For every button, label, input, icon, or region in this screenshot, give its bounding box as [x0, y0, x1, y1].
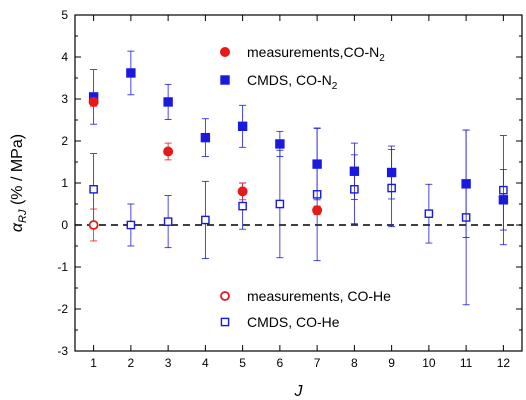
- data-point: [163, 97, 173, 107]
- data-point: [200, 132, 211, 143]
- data-point: [349, 166, 360, 176]
- y-axis-title-subscript: RJ: [17, 209, 29, 223]
- data-point: [88, 220, 99, 230]
- legend-label-subscript: 2: [332, 81, 338, 92]
- x-tick-label: 10: [422, 356, 436, 370]
- x-tick-label: 7: [314, 356, 321, 370]
- x-tick-label: 3: [165, 356, 172, 370]
- data-point: [461, 179, 471, 189]
- y-tick-label: 4: [61, 50, 68, 64]
- y-tick-label: 2: [61, 134, 68, 148]
- data-point: [498, 195, 509, 205]
- y-axis-title-units: (% / MPa): [9, 134, 26, 210]
- legend-marker: [220, 317, 230, 327]
- y-tick-label: -3: [57, 344, 68, 358]
- data-point: [238, 201, 247, 211]
- series-filled-circle: [88, 96, 323, 216]
- data-point: [201, 215, 210, 225]
- y-tick-label: -1: [57, 260, 68, 274]
- legend-label: measurements, CO-He: [247, 288, 391, 304]
- x-axis: 1 2 3 4 5 6 7 8 9 10 11 12: [90, 15, 510, 370]
- x-axis-title: J: [294, 383, 304, 400]
- y-tick-label: -2: [57, 302, 68, 316]
- data-point: [163, 146, 174, 157]
- data-point: [275, 139, 285, 149]
- data-point: [312, 205, 323, 216]
- x-tick-label: 12: [497, 356, 511, 370]
- y-axis-title-main: α: [9, 222, 26, 232]
- y-axis-title: αRJ (% / MPa): [9, 134, 29, 232]
- y-tick-label: 1: [61, 176, 68, 190]
- data-point: [386, 167, 397, 178]
- x-tick-label: 2: [128, 356, 135, 370]
- data-point: [424, 209, 434, 218]
- x-tick-label: 1: [90, 356, 97, 370]
- x-tick-label: 6: [277, 356, 284, 370]
- legend-marker: [220, 75, 230, 85]
- y-tick-label: 0: [61, 218, 68, 232]
- legend-label: CMDS, CO-N2: [247, 72, 338, 92]
- x-tick-label: 8: [351, 356, 358, 370]
- data-point: [312, 159, 322, 169]
- legend-marker: [220, 291, 230, 301]
- y-tick-label: 3: [61, 92, 68, 106]
- x-tick-label: 9: [388, 356, 395, 370]
- legend-label-main: CMDS, CO-N: [247, 72, 332, 88]
- x-tick-label: 11: [460, 356, 473, 370]
- y-tick-label: 5: [61, 8, 68, 22]
- series-open-square: [89, 127, 508, 306]
- legend-label: measurements,CO-N2: [247, 44, 385, 64]
- series-filled-square: [88, 50, 509, 239]
- legend-marker: [220, 47, 230, 57]
- data-point: [89, 184, 98, 194]
- data-point: [275, 199, 285, 209]
- legend-label: CMDS, CO-He: [247, 314, 340, 330]
- data-point: [237, 186, 248, 197]
- data-point: [126, 68, 136, 78]
- legend-label-main: measurements,CO-N: [247, 44, 379, 60]
- y-axis: -3 -2 -1 0 1 2 3 4 5: [57, 8, 522, 358]
- x-tick-label: 4: [202, 356, 209, 370]
- legend-label-subscript: 2: [379, 53, 385, 64]
- data-point: [163, 217, 173, 226]
- data-point: [237, 121, 248, 131]
- data-point: [88, 96, 99, 107]
- series-layer: [88, 50, 509, 306]
- series-open-circle: [88, 208, 99, 242]
- data-point: [126, 220, 136, 230]
- x-tick-label: 5: [239, 356, 246, 370]
